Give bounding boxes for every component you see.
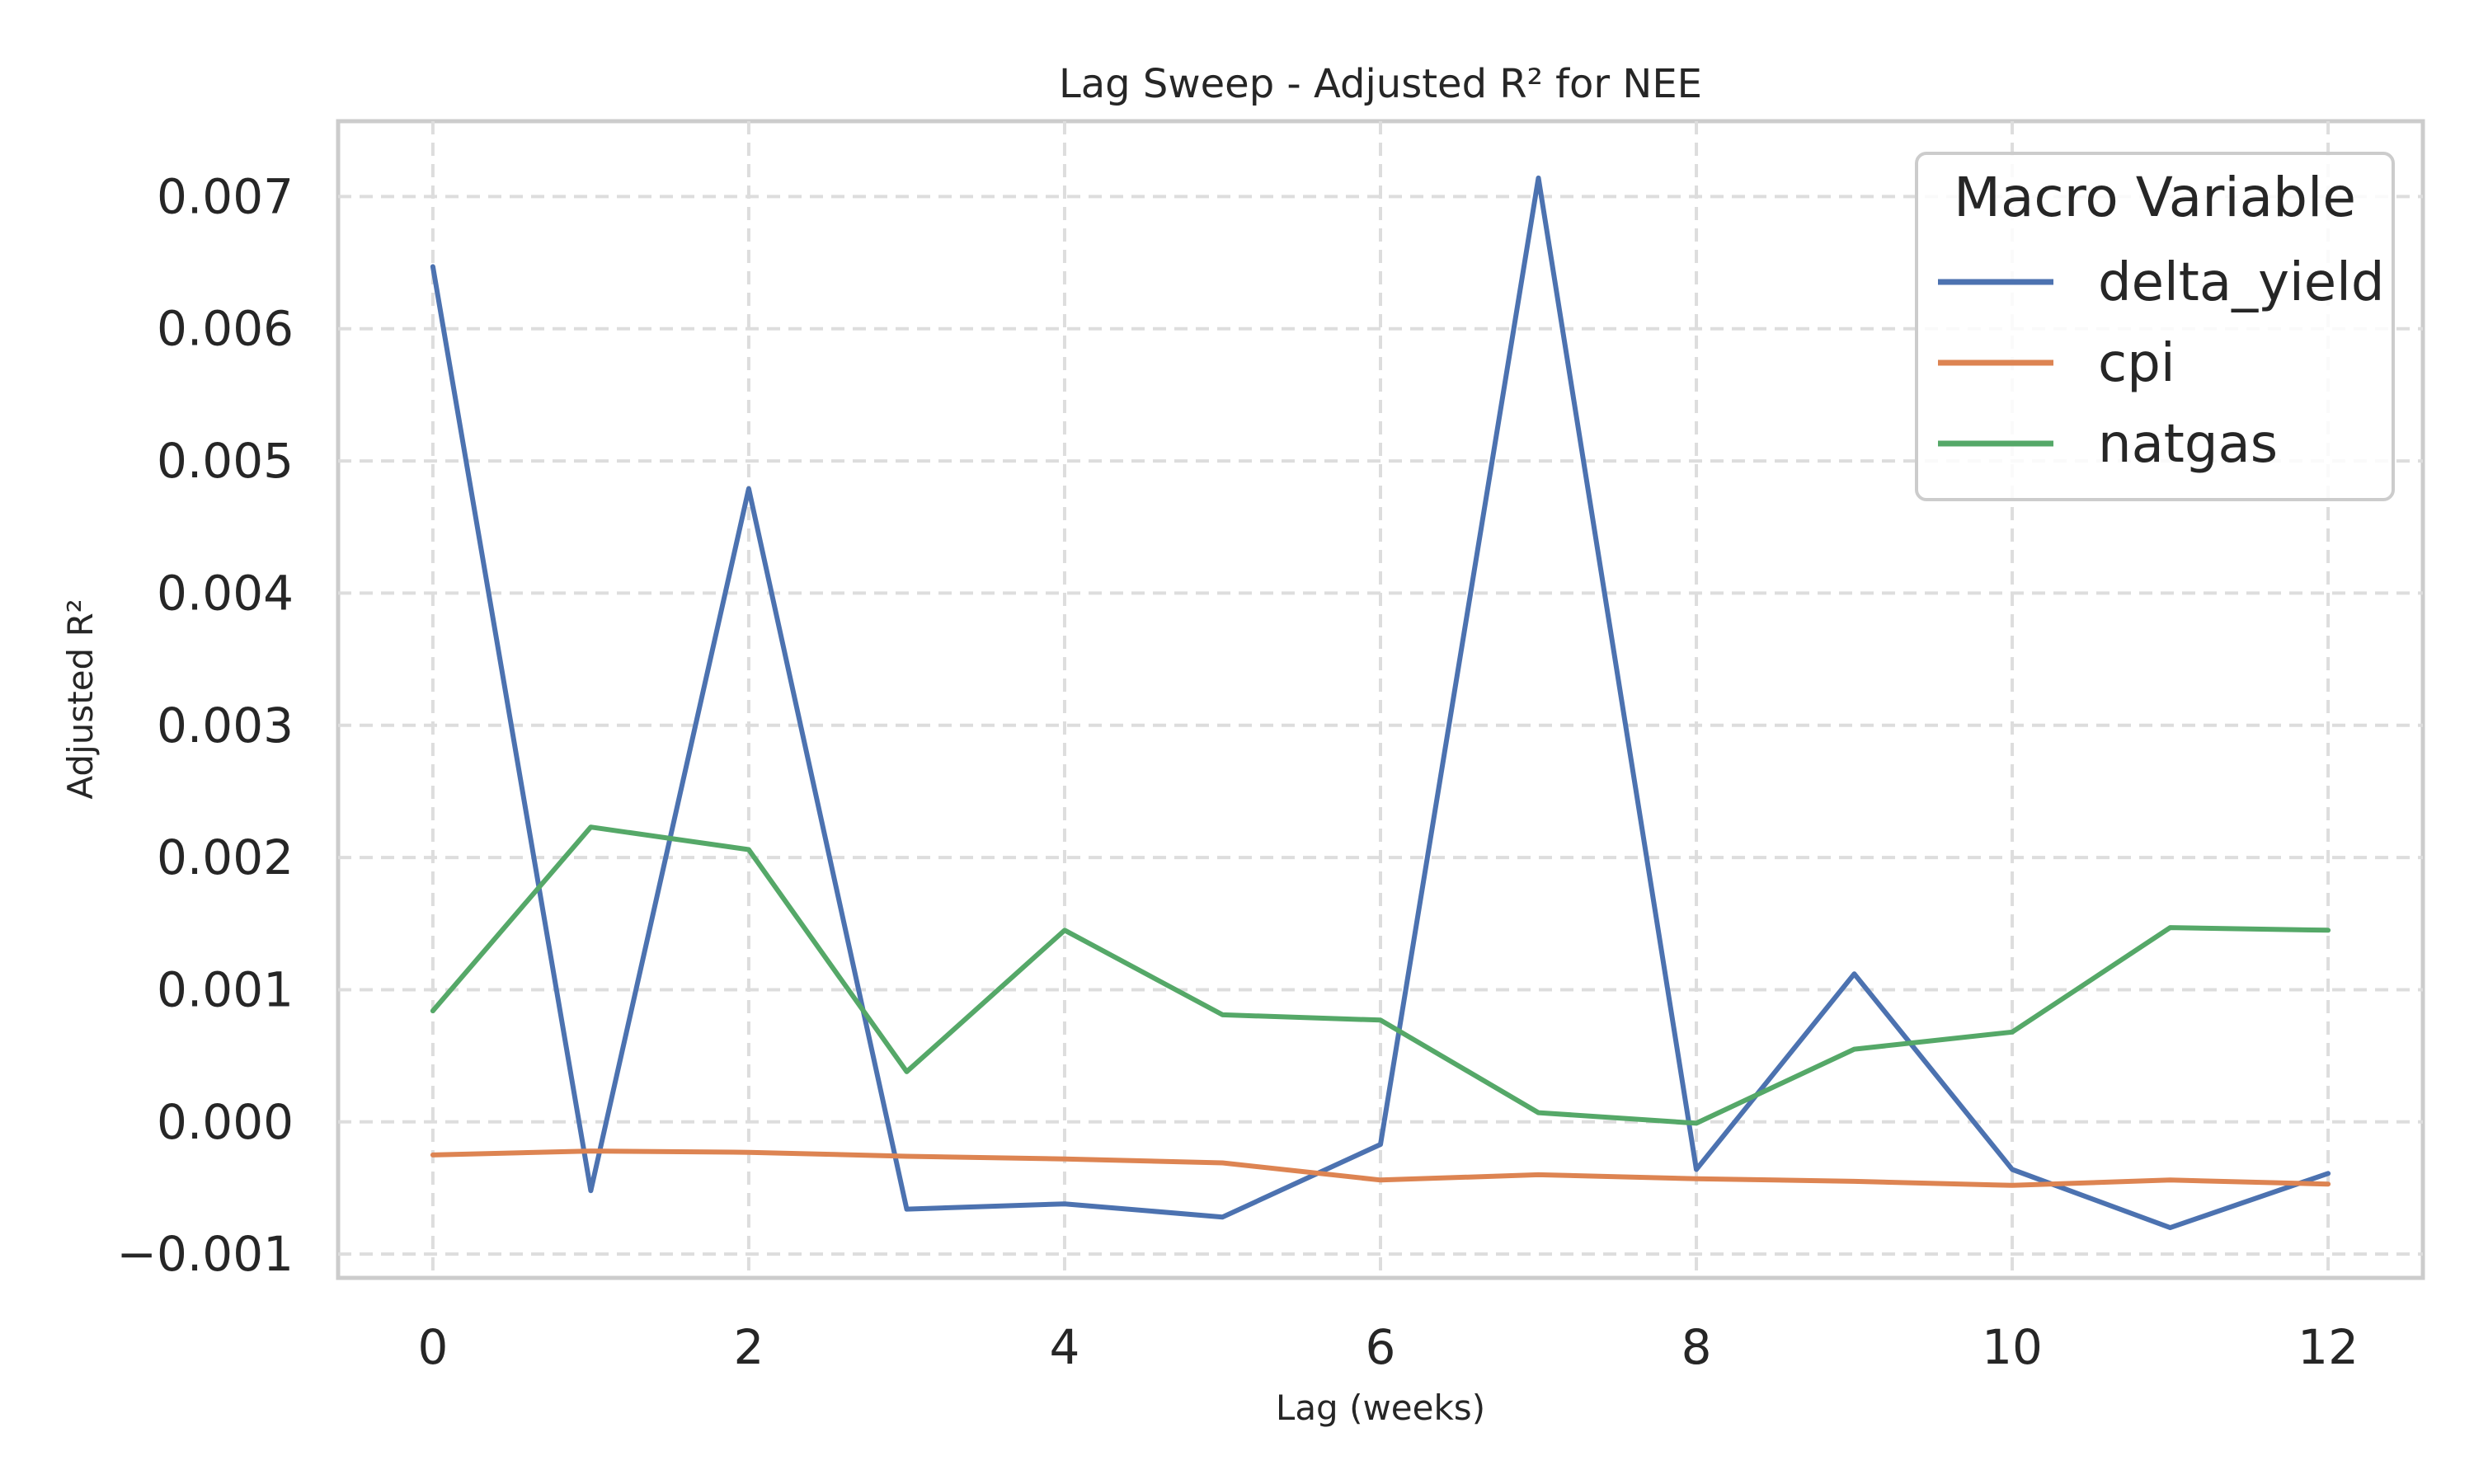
y-tick-label: 0.001 <box>157 961 294 1017</box>
legend-title: Macro Variable <box>1954 166 2356 229</box>
chart-title: Lag Sweep - Adjusted R² for NEE <box>1059 61 1702 107</box>
x-tick-label: 2 <box>733 1319 764 1375</box>
series-line-cpi <box>430 1148 2331 1188</box>
legend-label: cpi <box>2098 333 2175 394</box>
y-tick-label: −0.001 <box>116 1226 294 1282</box>
y-tick-label: 0.005 <box>157 433 294 489</box>
y-tick-label: 0.007 <box>157 168 294 224</box>
y-tick-label: 0.002 <box>157 829 294 885</box>
x-tick-label: 10 <box>1982 1319 2043 1375</box>
y-axis-label: Adjusted R² <box>60 599 101 799</box>
y-tick-label: 0.003 <box>157 697 294 754</box>
x-tick-label: 4 <box>1050 1319 1080 1375</box>
legend-label: natgas <box>2098 414 2278 475</box>
x-axis-ticks: 0 2 4 6 8 10 12 <box>417 1319 2359 1375</box>
series-line-delta_yield <box>430 175 2331 1231</box>
series-lines <box>430 175 2331 1231</box>
x-tick-label: 0 <box>417 1319 448 1375</box>
y-axis-ticks: −0.001 0.000 0.001 0.002 0.003 0.004 0.005 0.00… <box>116 168 294 1282</box>
x-tick-label: 6 <box>1366 1319 1396 1375</box>
legend-label: delta_yield <box>2098 252 2385 313</box>
y-tick-label: 0.000 <box>157 1094 294 1150</box>
x-tick-label: 12 <box>2298 1319 2359 1375</box>
y-tick-label: 0.004 <box>157 565 294 621</box>
y-tick-label: 0.006 <box>157 301 294 357</box>
x-tick-label: 8 <box>1681 1319 1712 1375</box>
legend-frame <box>1915 152 2395 501</box>
x-axis-label: Lag (weeks) <box>1276 1388 1485 1428</box>
series-line-natgas <box>430 824 2331 1126</box>
